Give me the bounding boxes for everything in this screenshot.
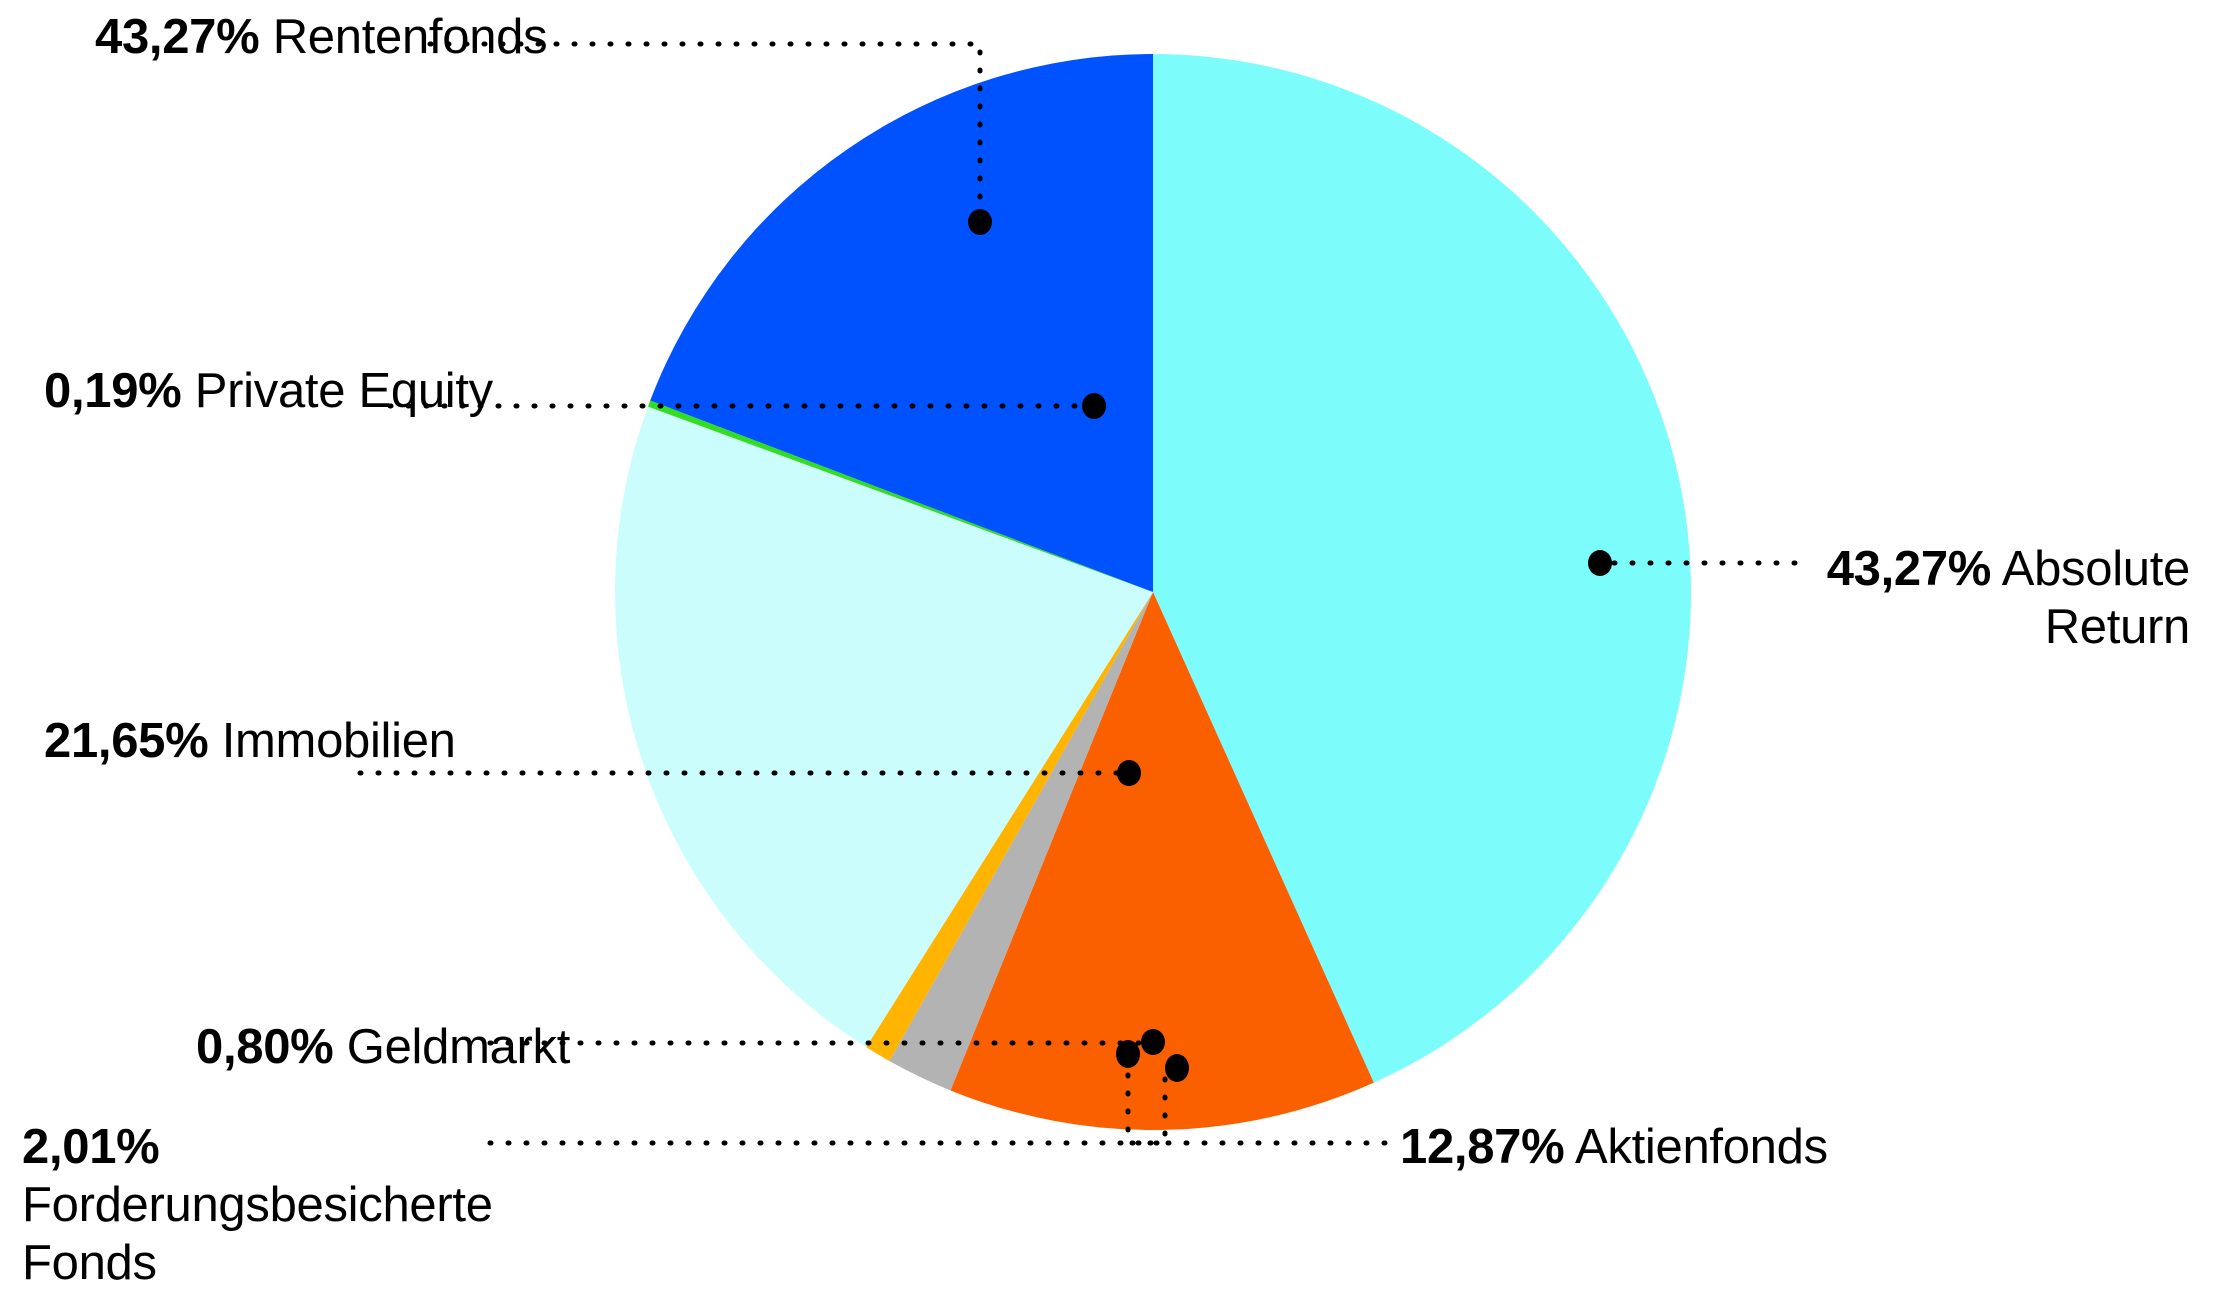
- callout-label-rentenfonds: 43,27% Rentenfonds: [95, 8, 548, 66]
- pie-slice-absolute-return[interactable]: 43,27% Absolute Return: [1153, 54, 1692, 1083]
- marker-aktienfonds: [1116, 1040, 1140, 1068]
- callout-name-geldmarkt: Geldmarkt: [346, 1020, 571, 1074]
- pie-slice-forderungsbesicherte-fonds[interactable]: 2,01% Forderungsbesicherte Fonds: [889, 592, 1153, 1091]
- marker-absolute-return: [1588, 550, 1612, 576]
- leader-line-forderungsbesicherte: [487, 1075, 1168, 1146]
- pie-slice-aktienfonds[interactable]: 12,87% Aktienfonds: [950, 592, 1374, 1131]
- marker-immobilien: [1117, 760, 1141, 786]
- marker-geldmarkt: [1141, 1029, 1165, 1055]
- marker-forderungsbesicherte: [1165, 1054, 1189, 1082]
- callout-percent-private-equity: 0,19%: [44, 364, 182, 418]
- callout-percent-forderungsbesicherte-fonds: 2,01%: [22, 1120, 160, 1174]
- callout-name-rentenfonds: Rentenfonds: [272, 10, 548, 64]
- leader-line-rentenfonds: [427, 41, 983, 225]
- pie-slice-geldmarkt[interactable]: 0,80% Geldmarkt: [866, 592, 1153, 1061]
- callout-percent-geldmarkt: 0,80%: [196, 1020, 334, 1074]
- pie-slice-private-equity[interactable]: 0,19% Private Equity: [647, 400, 1153, 592]
- callout-label-geldmarkt: 0,80% Geldmarkt: [196, 1018, 570, 1076]
- pie-slice-rentenfonds[interactable]: 43,27% Rentenfonds: [650, 54, 1153, 592]
- marker-private-equity: [1082, 393, 1106, 419]
- callout-percent-rentenfonds: 43,27%: [95, 10, 260, 64]
- callout-name-private-equity: Private Equity: [194, 364, 493, 418]
- pie-slice-immobilien[interactable]: 21,65% Immobilien: [614, 406, 1153, 1048]
- callout-label-immobilien: 21,65% Immobilien: [44, 712, 456, 770]
- callout-name-aktienfonds: Aktienfonds: [1575, 1120, 1828, 1174]
- callout-percent-absolute-return: 43,27%: [1826, 542, 1992, 596]
- callout-label-absolute-return: 43,27% Absolute Return: [1820, 540, 2191, 656]
- callout-percent-aktienfonds: 12,87%: [1400, 1120, 1565, 1174]
- callout-name-absolute-return: Absolute Return: [2001, 542, 2191, 654]
- callout-name-immobilien: Immobilien: [221, 714, 456, 768]
- callout-label-forderungsbesicherte-fonds: 2,01% Forderungsbesicherte Fonds: [22, 1118, 493, 1292]
- callout-percent-immobilien: 21,65%: [44, 714, 209, 768]
- leader-line-group: [357, 41, 1798, 1146]
- leader-marker-group: [968, 209, 1612, 1082]
- marker-rentenfonds: [968, 209, 992, 235]
- callout-name-forderungsbesicherte-fonds: Forderungsbesicherte Fonds: [22, 1178, 493, 1290]
- callout-label-private-equity: 0,19% Private Equity: [44, 362, 493, 420]
- callout-label-aktienfonds: 12,87% Aktienfonds: [1400, 1118, 1828, 1176]
